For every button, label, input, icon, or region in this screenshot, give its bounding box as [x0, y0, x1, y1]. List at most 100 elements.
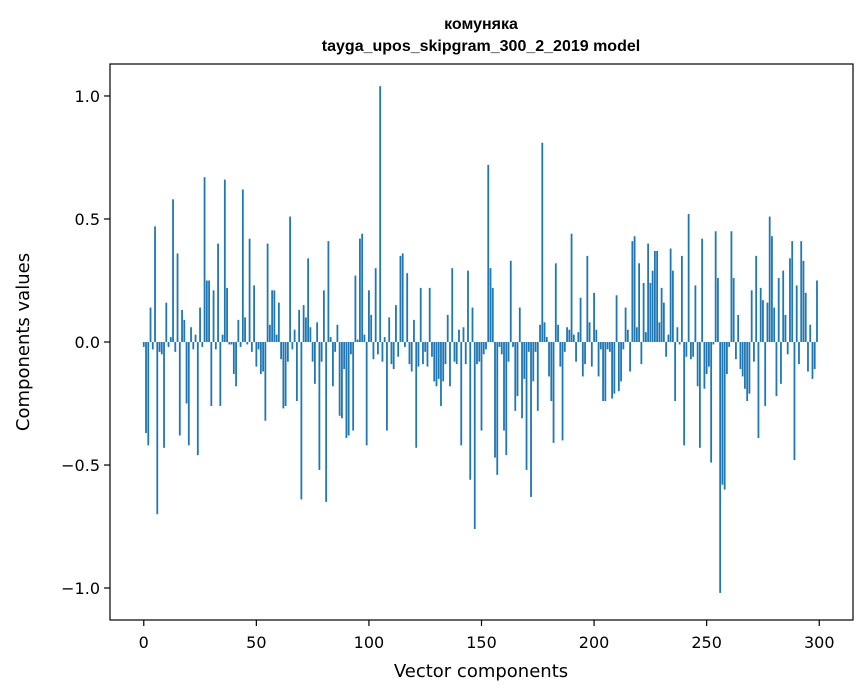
bar — [588, 322, 591, 342]
bar — [782, 270, 785, 342]
bar — [311, 342, 314, 362]
bar — [523, 342, 526, 379]
bar — [156, 342, 159, 515]
bar — [334, 342, 337, 352]
bar — [554, 263, 557, 342]
bar — [217, 243, 219, 342]
bar — [370, 314, 373, 342]
bar — [595, 329, 598, 342]
bar — [599, 342, 602, 350]
bar — [169, 337, 172, 342]
bar — [390, 342, 393, 365]
bar — [786, 342, 789, 355]
bar — [199, 307, 201, 342]
bar — [410, 342, 413, 372]
bar — [329, 337, 332, 342]
bar — [295, 342, 298, 402]
bar — [764, 342, 767, 406]
bar — [768, 216, 771, 342]
bar — [498, 342, 501, 347]
bar — [241, 189, 244, 342]
bar — [577, 332, 580, 342]
bar — [419, 287, 422, 342]
bar — [644, 332, 647, 342]
bar — [332, 342, 334, 387]
bar — [469, 342, 472, 480]
bar — [532, 342, 535, 382]
bar — [717, 278, 719, 342]
bar — [543, 322, 546, 342]
bar — [347, 342, 350, 436]
bar — [381, 342, 384, 362]
bar — [471, 307, 474, 342]
bar — [581, 342, 584, 377]
bar — [449, 342, 451, 387]
bar — [703, 342, 706, 389]
bar — [503, 342, 505, 431]
bar — [766, 302, 769, 342]
bar — [302, 305, 305, 342]
bar — [660, 287, 663, 342]
bar — [354, 275, 357, 342]
bar — [566, 327, 568, 342]
bar — [214, 342, 217, 350]
y-tick-label: 0.5 — [75, 210, 100, 229]
bar — [318, 342, 321, 470]
bar — [415, 342, 418, 448]
bar — [286, 342, 289, 362]
bar — [611, 342, 613, 399]
bar — [572, 334, 575, 342]
bar — [377, 342, 379, 355]
bar — [692, 342, 695, 357]
bar — [365, 342, 368, 446]
bar — [190, 327, 192, 342]
bar — [570, 233, 573, 342]
bar — [356, 339, 359, 342]
bar — [435, 342, 438, 387]
bar — [723, 342, 726, 490]
bar — [811, 342, 814, 379]
bar — [320, 342, 323, 362]
bar — [266, 243, 269, 342]
bar — [802, 260, 805, 342]
bar — [167, 342, 170, 347]
bar — [559, 342, 562, 367]
bar — [271, 290, 274, 342]
bar — [773, 307, 776, 342]
bar — [350, 342, 352, 355]
bar — [392, 342, 395, 370]
bar — [631, 241, 634, 342]
bar — [507, 342, 510, 362]
bar — [757, 342, 760, 438]
bar — [336, 324, 339, 342]
bar — [615, 295, 618, 342]
x-tick-label: 200 — [579, 633, 610, 652]
bar — [151, 342, 154, 350]
bar — [606, 342, 609, 350]
bar — [277, 302, 280, 342]
bar — [205, 280, 208, 342]
bar — [685, 342, 688, 357]
bar — [775, 342, 778, 397]
bar — [809, 324, 812, 342]
bar — [791, 241, 794, 342]
bar — [203, 177, 206, 342]
bar — [462, 327, 465, 342]
bar — [145, 342, 147, 434]
bar — [726, 342, 728, 374]
bar — [816, 280, 818, 342]
bar — [701, 238, 704, 342]
bar — [147, 342, 150, 446]
bar — [653, 250, 656, 342]
bar — [338, 342, 341, 416]
bar — [185, 342, 188, 404]
bar — [687, 214, 690, 342]
bar — [284, 342, 287, 406]
bar — [458, 329, 460, 342]
y-tick-label: −1.0 — [61, 579, 100, 598]
bar — [467, 270, 469, 342]
bar — [712, 342, 715, 345]
bar — [372, 342, 375, 360]
bar — [696, 342, 699, 387]
bar — [379, 86, 382, 342]
